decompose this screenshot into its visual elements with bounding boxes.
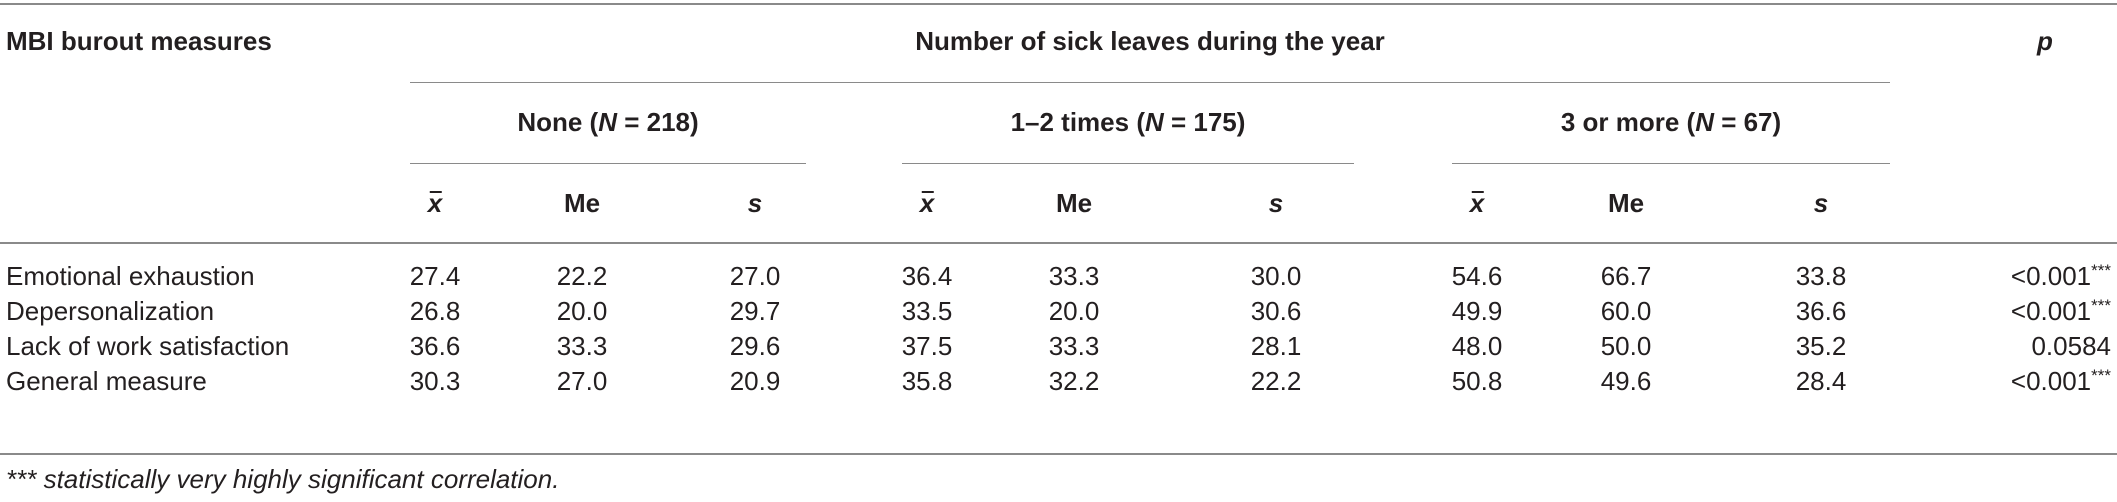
table-cell: 27.4 bbox=[409, 261, 461, 291]
table-cell: 22.2 bbox=[556, 261, 608, 291]
table-cell: 29.7 bbox=[729, 296, 781, 326]
table-cell: 28.1 bbox=[1250, 331, 1302, 361]
group-rule-none bbox=[410, 163, 806, 164]
row-label: Emotional exhaustion bbox=[6, 261, 255, 291]
table-cell: 20.0 bbox=[1048, 296, 1100, 326]
table-cell: 49.9 bbox=[1451, 296, 1503, 326]
significance-marker: *** bbox=[2091, 261, 2111, 280]
spanner-header: Number of sick leaves during the year bbox=[915, 26, 1385, 56]
table-cell: 49.6 bbox=[1600, 366, 1652, 396]
table-cell: 29.6 bbox=[729, 331, 781, 361]
table-cell: 35.2 bbox=[1795, 331, 1847, 361]
table-cell: 32.2 bbox=[1048, 366, 1100, 396]
significance-marker: *** bbox=[2091, 366, 2111, 385]
p-header: p bbox=[2037, 26, 2053, 56]
table-cell: 36.4 bbox=[901, 261, 953, 291]
stat-mean-1-2: x bbox=[919, 188, 935, 218]
table-cell: 20.0 bbox=[556, 296, 608, 326]
table-cell: 33.3 bbox=[1048, 261, 1100, 291]
p-value: <0.001 bbox=[2010, 296, 2092, 326]
footnote: *** statistically very highly significan… bbox=[6, 464, 560, 494]
table-cell: 33.8 bbox=[1795, 261, 1847, 291]
table-cell: 50.8 bbox=[1451, 366, 1503, 396]
table-cell: 50.0 bbox=[1600, 331, 1652, 361]
row-header: MBI burout measures bbox=[6, 26, 272, 56]
row-label: General measure bbox=[6, 366, 207, 396]
header-bottom-rule bbox=[0, 242, 2117, 244]
group-header-1-2: 1–2 times (N = 175) bbox=[1010, 107, 1246, 137]
p-value-cell: <0.001*** bbox=[2011, 261, 2111, 295]
p-value: <0.001 bbox=[2010, 261, 2092, 291]
table-cell: 30.0 bbox=[1250, 261, 1302, 291]
table-cell: 48.0 bbox=[1451, 331, 1503, 361]
group-rule-3-more bbox=[1452, 163, 1890, 164]
group-header-3-more: 3 or more (N = 67) bbox=[1560, 107, 1782, 137]
table-cell: 60.0 bbox=[1600, 296, 1652, 326]
table-cell: 66.7 bbox=[1600, 261, 1652, 291]
p-value-cell: <0.001*** bbox=[2011, 366, 2111, 400]
p-value: 0.0584 bbox=[2031, 331, 2111, 361]
stat-sd-3-more: s bbox=[1813, 188, 1829, 218]
row-label: Depersonalization bbox=[6, 296, 215, 326]
group-header-none: None (N = 218) bbox=[517, 107, 699, 137]
table-cell: 33.3 bbox=[556, 331, 608, 361]
stat-median-1-2: Me bbox=[1055, 188, 1093, 218]
table-cell: 33.3 bbox=[1048, 331, 1100, 361]
row-label: Lack of work satisfaction bbox=[6, 331, 290, 361]
table-cell: 30.3 bbox=[409, 366, 461, 396]
table-cell: 36.6 bbox=[1795, 296, 1847, 326]
table-cell: 27.0 bbox=[729, 261, 781, 291]
stat-median-3-more: Me bbox=[1607, 188, 1645, 218]
table-cell: 36.6 bbox=[409, 331, 461, 361]
table-cell: 27.0 bbox=[556, 366, 608, 396]
table-cell: 33.5 bbox=[901, 296, 953, 326]
table-cell: 30.6 bbox=[1250, 296, 1302, 326]
table-cell: 22.2 bbox=[1250, 366, 1302, 396]
table-cell: 54.6 bbox=[1451, 261, 1503, 291]
table-cell: 20.9 bbox=[729, 366, 781, 396]
group-rule-1-2 bbox=[902, 163, 1354, 164]
stat-mean-3-more: x bbox=[1469, 188, 1485, 218]
table-cell: 35.8 bbox=[901, 366, 953, 396]
table-cell: 26.8 bbox=[409, 296, 461, 326]
table-top-rule bbox=[0, 3, 2117, 5]
table-cell: 37.5 bbox=[901, 331, 953, 361]
stat-median-none: Me bbox=[563, 188, 601, 218]
p-value: <0.001 bbox=[2010, 366, 2092, 396]
significance-marker: *** bbox=[2091, 296, 2111, 315]
spanner-rule bbox=[410, 82, 1890, 83]
p-value-cell: <0.001*** bbox=[2011, 296, 2111, 330]
stat-sd-1-2: s bbox=[1268, 188, 1284, 218]
table-bottom-rule bbox=[0, 453, 2117, 455]
stat-sd-none: s bbox=[747, 188, 763, 218]
table-cell: 28.4 bbox=[1795, 366, 1847, 396]
stat-mean-none: x bbox=[427, 188, 443, 218]
p-value-cell: 0.0584 bbox=[2031, 331, 2111, 365]
